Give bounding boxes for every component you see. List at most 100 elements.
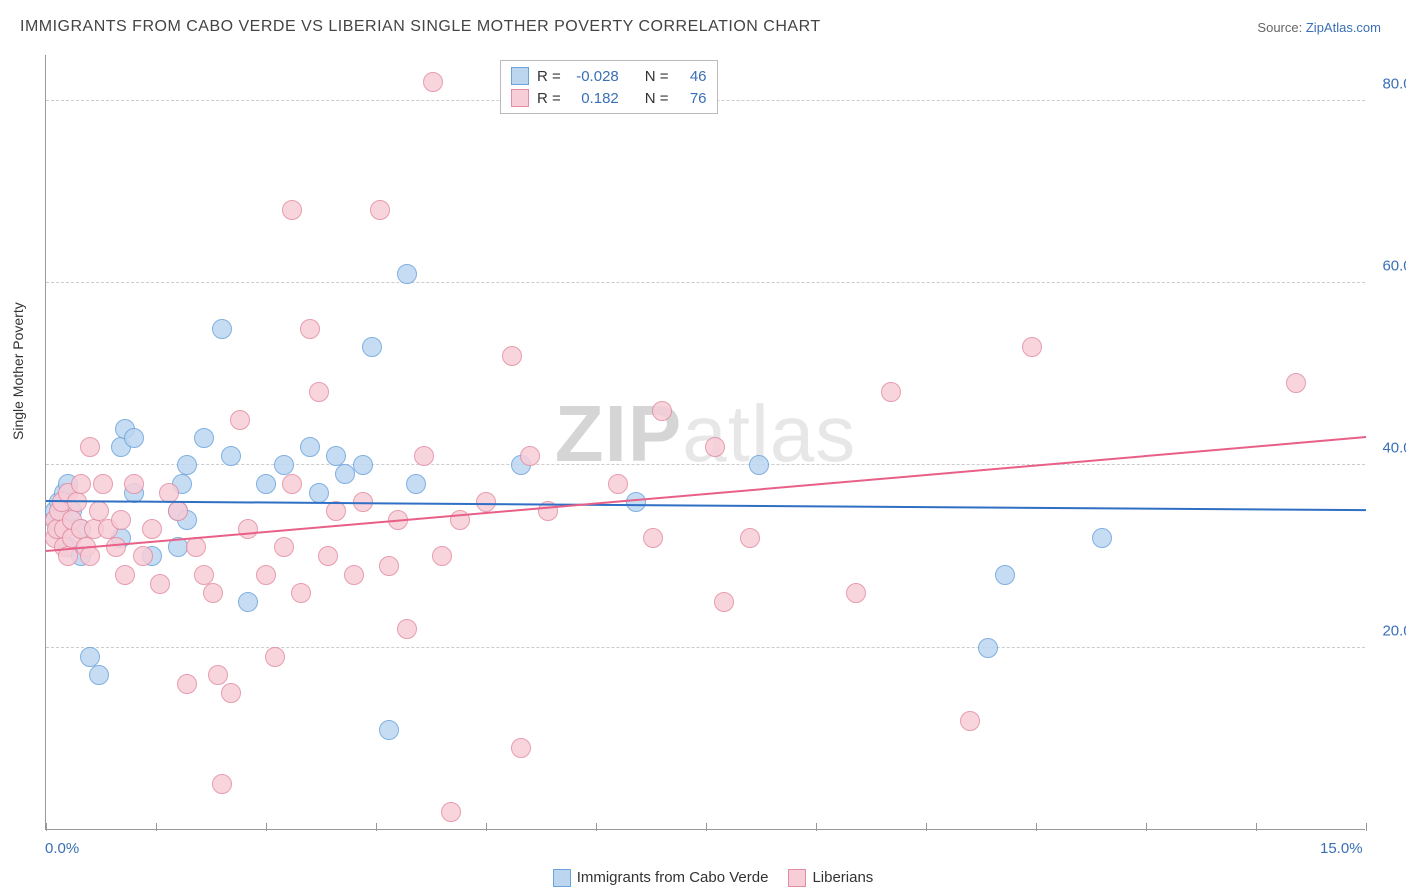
scatter-point bbox=[978, 638, 998, 658]
x-tick bbox=[156, 823, 157, 831]
scatter-point bbox=[881, 382, 901, 402]
scatter-point bbox=[995, 565, 1015, 585]
x-tick-label: 0.0% bbox=[45, 840, 79, 857]
trend-line bbox=[46, 500, 1366, 511]
y-tick-label: 60.0% bbox=[1382, 257, 1406, 274]
scatter-point bbox=[353, 455, 373, 475]
scatter-point bbox=[71, 474, 91, 494]
scatter-point bbox=[89, 501, 109, 521]
scatter-point bbox=[89, 665, 109, 685]
scatter-point bbox=[1092, 528, 1112, 548]
legend-r-value: -0.028 bbox=[569, 68, 619, 85]
scatter-point bbox=[194, 428, 214, 448]
legend-n-label: N = bbox=[645, 90, 669, 107]
scatter-point bbox=[326, 446, 346, 466]
x-tick bbox=[1256, 823, 1257, 831]
scatter-point bbox=[300, 437, 320, 457]
scatter-point bbox=[282, 200, 302, 220]
gridline bbox=[46, 282, 1365, 283]
scatter-point bbox=[846, 583, 866, 603]
scatter-point bbox=[274, 455, 294, 475]
x-tick bbox=[1366, 823, 1367, 831]
trend-line bbox=[46, 436, 1366, 552]
scatter-point bbox=[714, 592, 734, 612]
scatter-point bbox=[230, 410, 250, 430]
scatter-point bbox=[291, 583, 311, 603]
scatter-point bbox=[80, 546, 100, 566]
legend-n-value: 46 bbox=[677, 68, 707, 85]
y-tick-label: 40.0% bbox=[1382, 440, 1406, 457]
scatter-point bbox=[309, 483, 329, 503]
scatter-point bbox=[344, 565, 364, 585]
scatter-point bbox=[1286, 373, 1306, 393]
x-tick bbox=[376, 823, 377, 831]
scatter-point bbox=[142, 519, 162, 539]
scatter-point bbox=[432, 546, 452, 566]
legend-r-label: R = bbox=[537, 90, 561, 107]
x-tick-label: 15.0% bbox=[1320, 840, 1363, 857]
scatter-point bbox=[740, 528, 760, 548]
x-tick bbox=[266, 823, 267, 831]
scatter-point bbox=[177, 455, 197, 475]
legend-swatch bbox=[553, 869, 571, 887]
scatter-point bbox=[441, 802, 461, 822]
scatter-point bbox=[238, 592, 258, 612]
scatter-point bbox=[150, 574, 170, 594]
scatter-point bbox=[362, 337, 382, 357]
legend-row: R =-0.028N =46 bbox=[511, 65, 707, 87]
scatter-point bbox=[80, 437, 100, 457]
scatter-point bbox=[186, 537, 206, 557]
scatter-point bbox=[643, 528, 663, 548]
legend-n-value: 76 bbox=[677, 90, 707, 107]
scatter-point bbox=[124, 428, 144, 448]
scatter-point bbox=[502, 346, 522, 366]
x-tick bbox=[1036, 823, 1037, 831]
x-tick bbox=[486, 823, 487, 831]
watermark: ZIPatlas bbox=[555, 387, 856, 479]
scatter-point bbox=[705, 437, 725, 457]
scatter-point bbox=[256, 474, 276, 494]
scatter-point bbox=[406, 474, 426, 494]
source-link[interactable]: ZipAtlas.com bbox=[1306, 20, 1381, 35]
scatter-point bbox=[652, 401, 672, 421]
scatter-point bbox=[133, 546, 153, 566]
scatter-point bbox=[626, 492, 646, 512]
scatter-point bbox=[208, 665, 228, 685]
scatter-point bbox=[511, 738, 531, 758]
x-tick bbox=[1146, 823, 1147, 831]
y-tick-label: 80.0% bbox=[1382, 75, 1406, 92]
legend-swatch bbox=[788, 869, 806, 887]
scatter-point bbox=[520, 446, 540, 466]
scatter-point bbox=[221, 683, 241, 703]
legend-n-label: N = bbox=[645, 68, 669, 85]
scatter-point bbox=[212, 319, 232, 339]
gridline bbox=[46, 464, 1365, 465]
scatter-point bbox=[423, 72, 443, 92]
scatter-point bbox=[476, 492, 496, 512]
x-tick bbox=[706, 823, 707, 831]
series-legend: Immigrants from Cabo Verde Liberians bbox=[0, 869, 1406, 887]
legend-series-label: Liberians bbox=[812, 869, 873, 886]
scatter-point bbox=[749, 455, 769, 475]
x-tick bbox=[926, 823, 927, 831]
source-label: Source: bbox=[1257, 20, 1302, 35]
y-tick-label: 20.0% bbox=[1382, 622, 1406, 639]
scatter-point bbox=[397, 619, 417, 639]
scatter-point bbox=[212, 774, 232, 794]
scatter-point bbox=[397, 264, 417, 284]
scatter-point bbox=[414, 446, 434, 466]
scatter-point bbox=[115, 565, 135, 585]
scatter-point bbox=[221, 446, 241, 466]
scatter-point bbox=[106, 537, 126, 557]
scatter-point bbox=[370, 200, 390, 220]
scatter-point bbox=[93, 474, 113, 494]
scatter-point bbox=[265, 647, 285, 667]
legend-series-label: Immigrants from Cabo Verde bbox=[577, 869, 769, 886]
scatter-point bbox=[274, 537, 294, 557]
scatter-point bbox=[124, 474, 144, 494]
legend-row: R =0.182N =76 bbox=[511, 87, 707, 109]
scatter-point bbox=[282, 474, 302, 494]
plot-area: ZIPatlas 20.0%40.0%60.0%80.0% bbox=[45, 55, 1365, 830]
scatter-point bbox=[608, 474, 628, 494]
legend-swatch bbox=[511, 89, 529, 107]
